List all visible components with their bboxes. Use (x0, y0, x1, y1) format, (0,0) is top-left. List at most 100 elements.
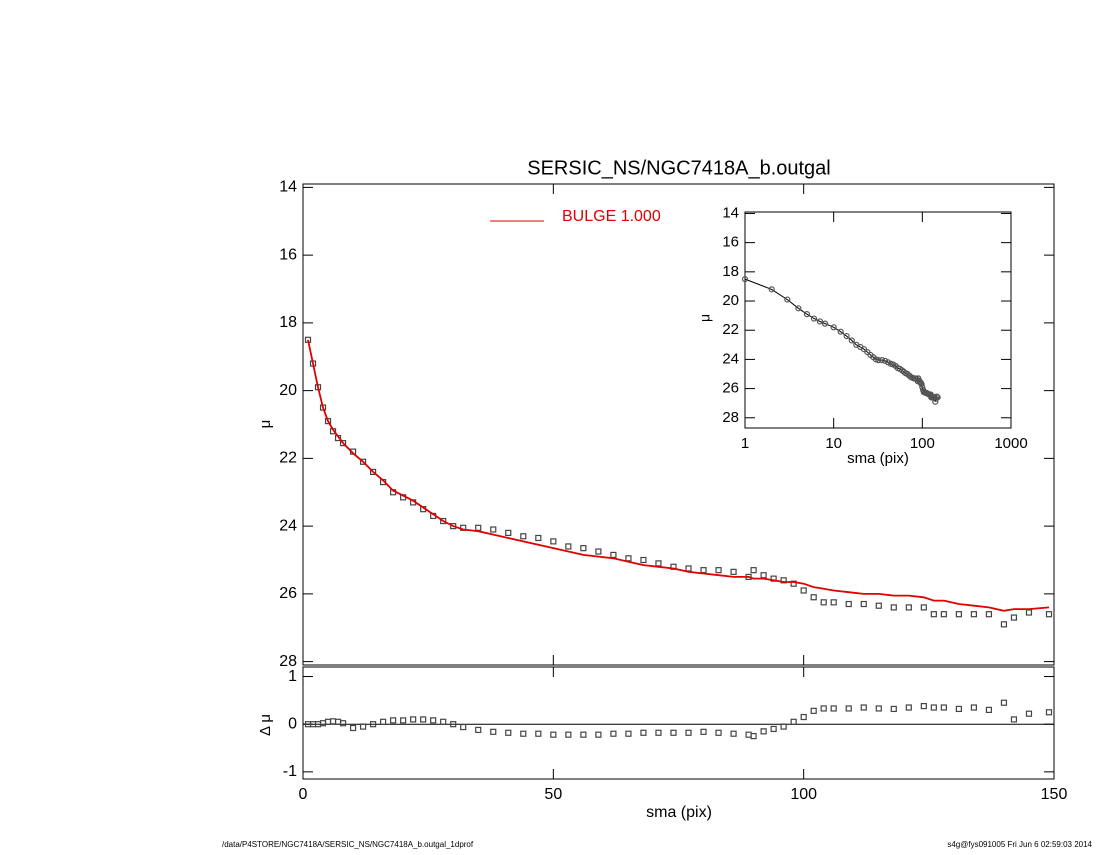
y-tick-label: 26 (279, 585, 297, 602)
residual-point (339, 720, 347, 727)
data-point (878, 357, 886, 364)
data-point (475, 524, 482, 531)
data-point (784, 296, 791, 303)
residual-point (760, 728, 767, 735)
y-tick-label: 24 (722, 350, 739, 367)
y-axis-label: Δ μ (257, 714, 274, 736)
residual-point (460, 723, 467, 731)
footer-right: s4g@fys091005 Fri Jun 6 02:59:03 2014 (947, 840, 1092, 849)
residual-point (875, 705, 882, 712)
data-point (860, 600, 867, 608)
data-point (890, 604, 897, 611)
residual-point (535, 730, 542, 737)
residual-point (475, 726, 482, 734)
residual-point (860, 704, 867, 711)
data-point (505, 529, 512, 536)
data-point (830, 599, 837, 606)
data-point (810, 594, 817, 601)
plot-frame (744, 211, 1012, 429)
residual-point (970, 704, 977, 711)
residual-point (790, 718, 797, 725)
residual-point (520, 730, 527, 737)
data-point (845, 600, 852, 608)
data-point (940, 611, 947, 618)
plot-frame (302, 666, 1055, 780)
data-point (821, 320, 829, 327)
data-point (803, 311, 811, 318)
residual-point (490, 728, 497, 735)
data-point (550, 538, 557, 545)
data-point (1045, 611, 1053, 618)
data-point (715, 567, 722, 574)
data-point (795, 305, 802, 312)
y-tick-label: 14 (279, 179, 297, 196)
residual-point (905, 704, 912, 711)
y-tick-label: 26 (722, 380, 739, 397)
residual-point (1000, 699, 1008, 706)
x-axis-label: sma (pix) (847, 450, 909, 467)
data-point (920, 604, 927, 611)
data-point (955, 611, 962, 618)
y-tick-label: 22 (722, 321, 739, 338)
data-point (875, 602, 882, 609)
residual-point (985, 706, 993, 713)
residual-point (1025, 710, 1033, 717)
y-axis-label: μ (257, 420, 274, 429)
residual-point (369, 721, 377, 728)
x-tick-label: 100 (910, 435, 935, 452)
data-point (970, 611, 977, 618)
data-point (843, 332, 850, 340)
data-point (881, 357, 889, 364)
data-point (768, 286, 775, 293)
data-point (490, 526, 497, 533)
residual-point (780, 723, 787, 730)
y-tick-label: 0 (288, 715, 297, 732)
y-tick-label: 24 (279, 517, 297, 534)
residual-point (1010, 716, 1018, 723)
data-point (700, 567, 707, 574)
residual-point (810, 707, 817, 714)
data-point (359, 458, 367, 465)
x-tick-label: 150 (1041, 786, 1068, 803)
data-point (640, 556, 647, 564)
y-tick-label: 20 (279, 382, 297, 399)
residual-point (319, 720, 327, 727)
data-point (580, 545, 587, 552)
residual-point (685, 729, 692, 736)
data-point (800, 587, 807, 594)
residual-point (940, 704, 947, 711)
residual-point (730, 730, 737, 737)
data-point (905, 604, 912, 611)
data-point (595, 548, 602, 555)
y-tick-label: 16 (722, 234, 739, 251)
residual-point (420, 716, 427, 723)
residual-point (565, 731, 572, 738)
residual-point (595, 731, 602, 738)
data-point (930, 611, 937, 618)
data-point (918, 381, 925, 388)
residual-point (955, 705, 962, 713)
y-tick-label: 28 (722, 409, 739, 426)
residual-point (920, 702, 927, 710)
residual-point (550, 731, 557, 738)
residual-point (580, 731, 587, 738)
y-tick-label: 22 (279, 450, 297, 467)
chart-title: SERSIC_NS/NGC7418A_b.outgal (527, 157, 831, 179)
residual-point (715, 729, 722, 736)
residual-point (640, 729, 647, 736)
residual-point (349, 724, 357, 732)
data-point (685, 565, 692, 572)
residual-point (670, 729, 677, 736)
residual-point (830, 705, 837, 712)
data-point (837, 328, 844, 335)
x-tick-label: 50 (544, 786, 562, 803)
residual-point (505, 729, 512, 736)
model-line (307, 339, 1050, 612)
data-point (655, 560, 662, 567)
data-point (520, 533, 527, 540)
y-tick-label: 14 (722, 204, 739, 221)
residual-point (930, 704, 937, 711)
profile-line (744, 278, 938, 402)
residual-point (400, 717, 407, 724)
